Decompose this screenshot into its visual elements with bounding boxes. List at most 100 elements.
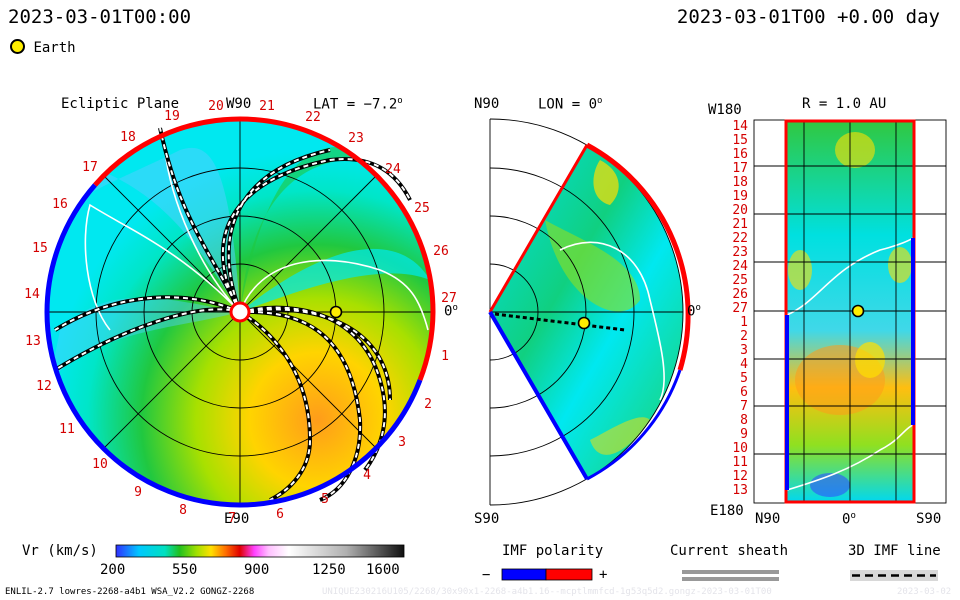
carrington-label-19: 19 (164, 109, 180, 124)
earth-legend: Earth (10, 39, 76, 56)
carrington-label-2: 2 (424, 397, 432, 412)
row-label-2: 2 (740, 329, 748, 344)
row-label-5: 5 (740, 371, 748, 386)
row-label-1: 1 (740, 315, 748, 330)
carrington-label-1: 1 (441, 349, 449, 364)
carrington-label-18: 18 (120, 130, 136, 145)
polarity-positive-swatch (545, 568, 593, 581)
polarity-plus-label: + (599, 567, 608, 583)
earth-marker-radial (851, 304, 865, 318)
radial-title: R = 1.0 AU (802, 96, 887, 112)
run-id: UNIQUE230216U105/2268/30x90x1-2268-a4b1.… (322, 587, 772, 597)
colorbar-label: Vr (km/s) (22, 543, 98, 559)
row-label-15: 15 (732, 133, 748, 148)
row-label-24: 24 (732, 259, 748, 274)
radial-x-label-s90: S90 (916, 511, 942, 527)
row-label-10: 10 (732, 441, 748, 456)
colorbar-tick-1250: 1250 (312, 562, 346, 578)
carrington-label-6: 6 (276, 507, 284, 522)
carrington-labels: 1 2 3 4 5 6 7 8 9 10 11 12 13 14 15 16 1… (24, 99, 457, 526)
row-label-9: 9 (740, 427, 748, 442)
timestamp-right: 2023-03-01T00 +0.00 day (676, 6, 940, 28)
radial-x-label-0: 0o (842, 511, 856, 528)
carrington-label-9: 9 (134, 485, 142, 500)
carrington-label-23: 23 (348, 131, 364, 146)
carrington-label-12: 12 (36, 379, 52, 394)
carrington-label-7: 7 (228, 511, 236, 526)
earth-marker-meridional (577, 316, 591, 330)
colorbar-tick-900: 900 (244, 562, 270, 578)
carrington-label-16: 16 (52, 197, 68, 212)
radial-left-bottom: E180 (710, 503, 744, 519)
sun-marker (229, 301, 251, 323)
polarity-minus-label: − (482, 567, 491, 583)
radial-plot (753, 119, 947, 504)
rim-negative (44, 183, 423, 508)
carrington-label-15: 15 (32, 241, 48, 256)
colorbar-tick-200: 200 (100, 562, 126, 578)
row-label-13: 13 (732, 483, 748, 498)
carrington-label-24: 24 (385, 162, 401, 177)
radial-left-top: W180 (708, 102, 742, 118)
carrington-label-8: 8 (179, 503, 187, 518)
current-sheath-label: Current sheath (670, 543, 789, 559)
row-label-26: 26 (732, 287, 748, 302)
row-label-6: 6 (740, 385, 748, 400)
carrington-label-21: 21 (259, 99, 275, 114)
carrington-label-13: 13 (25, 334, 41, 349)
colorbar (115, 544, 405, 558)
row-label-16: 16 (732, 147, 748, 162)
colorbar-tick-1600: 1600 (366, 562, 400, 578)
radial-row-labels: 14 15 16 17 18 19 20 21 22 23 24 25 26 2… (732, 119, 748, 498)
run-date: 2023-03-02 (897, 587, 952, 597)
meridional-top-label: N90 (474, 96, 500, 112)
row-label-25: 25 (732, 273, 748, 288)
carrington-label-25: 25 (414, 201, 430, 216)
carrington-label-4: 4 (363, 468, 371, 483)
radial-grid (753, 119, 947, 504)
rim-positive (239, 116, 436, 381)
current-sheath-swatch (682, 570, 779, 574)
timestamp-left: 2023-03-01T00:00 (8, 6, 192, 28)
ecliptic-lat-label: LAT = −7.2o (313, 96, 403, 113)
contour-lines (84, 149, 429, 331)
row-label-23: 23 (732, 245, 748, 260)
carrington-label-14: 14 (24, 287, 40, 302)
carrington-label-10: 10 (92, 457, 108, 472)
imf-polarity-label: IMF polarity (502, 543, 604, 559)
row-label-19: 19 (732, 189, 748, 204)
ecliptic-top-label: W90 (226, 96, 252, 112)
meridional-bottom-label: S90 (474, 511, 500, 527)
carrington-label-20: 20 (208, 99, 224, 114)
ecliptic-zero-label: 0o (444, 303, 458, 320)
row-label-4: 4 (740, 357, 748, 372)
row-label-22: 22 (732, 231, 748, 246)
row-label-12: 12 (732, 469, 748, 484)
model-info: ENLIL-2.7 lowres-2268-a4b1 WSA_V2.2 GONG… (5, 587, 255, 597)
earth-marker-ecliptic (329, 305, 343, 319)
meridional-plot (488, 118, 691, 506)
carrington-label-17: 17 (82, 160, 98, 175)
row-label-27: 27 (732, 301, 748, 316)
carrington-label-11: 11 (59, 422, 75, 437)
carrington-label-27: 27 (441, 291, 457, 306)
row-label-11: 11 (732, 455, 748, 470)
ecliptic-bottom-label: E90 (224, 511, 250, 527)
row-label-18: 18 (732, 175, 748, 190)
carrington-label-22: 22 (305, 110, 321, 125)
row-label-20: 20 (732, 203, 748, 218)
earth-legend-label: Earth (33, 40, 76, 56)
imf-line-label: 3D IMF line (848, 543, 941, 559)
row-label-8: 8 (740, 413, 748, 428)
row-label-3: 3 (740, 343, 748, 358)
meridional-zero-label: 0o (687, 303, 701, 320)
ecliptic-plane-plot (44, 116, 436, 508)
row-label-21: 21 (732, 217, 748, 232)
row-label-14: 14 (732, 119, 748, 134)
carrington-label-3: 3 (398, 435, 406, 450)
ecliptic-title: Ecliptic Plane (61, 96, 180, 112)
polarity-negative-swatch (501, 568, 547, 581)
row-label-17: 17 (732, 161, 748, 176)
earth-icon (10, 39, 25, 54)
